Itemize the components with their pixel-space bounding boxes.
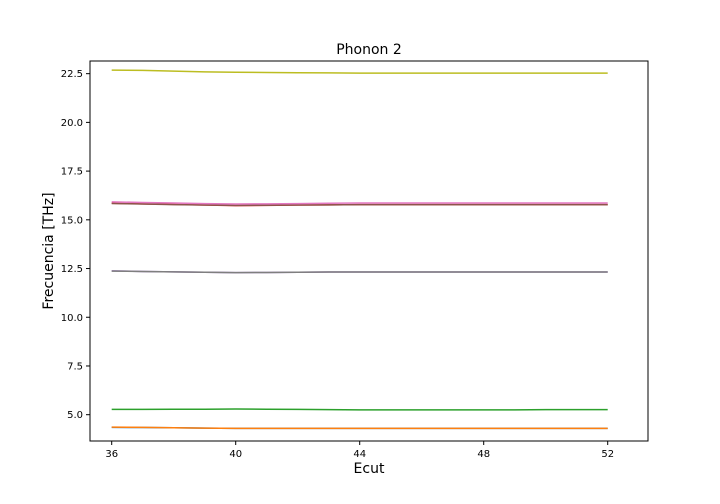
series-line-3 bbox=[111, 408, 608, 411]
x-tick-label: 36 bbox=[105, 449, 118, 460]
x-axis: 36 40 44 48 52 bbox=[105, 441, 614, 460]
plot-frame bbox=[89, 60, 649, 442]
x-axis-label: Ecut bbox=[354, 461, 385, 477]
series-line-7 bbox=[111, 201, 608, 205]
x-tick-label: 40 bbox=[229, 449, 242, 460]
series-line-9 bbox=[111, 69, 608, 74]
y-tick-label: 15.0 bbox=[61, 215, 83, 226]
chart-title: Phonon 2 bbox=[336, 42, 402, 58]
series-line-6 bbox=[111, 202, 608, 207]
y-tick-label: 12.5 bbox=[61, 264, 83, 275]
y-tick-label: 20.0 bbox=[61, 118, 83, 129]
series-line-2 bbox=[111, 426, 608, 430]
x-tick-label: 44 bbox=[353, 449, 366, 460]
y-axis: 5.0 7.5 10.0 12.5 15.0 17.5 20.0 22.5 bbox=[61, 69, 90, 421]
y-tick-label: 17.5 bbox=[61, 167, 83, 178]
y-tick-label: 7.5 bbox=[67, 361, 83, 372]
y-axis-label: Frecuencia [THz] bbox=[41, 192, 57, 309]
series-layer bbox=[111, 69, 608, 430]
series-line-8 bbox=[111, 270, 608, 274]
y-tick-label: 22.5 bbox=[61, 69, 83, 80]
y-tick-label: 5.0 bbox=[67, 410, 83, 421]
x-tick-label: 48 bbox=[477, 449, 490, 460]
y-tick-label: 10.0 bbox=[61, 313, 83, 324]
x-tick-label: 52 bbox=[601, 449, 614, 460]
